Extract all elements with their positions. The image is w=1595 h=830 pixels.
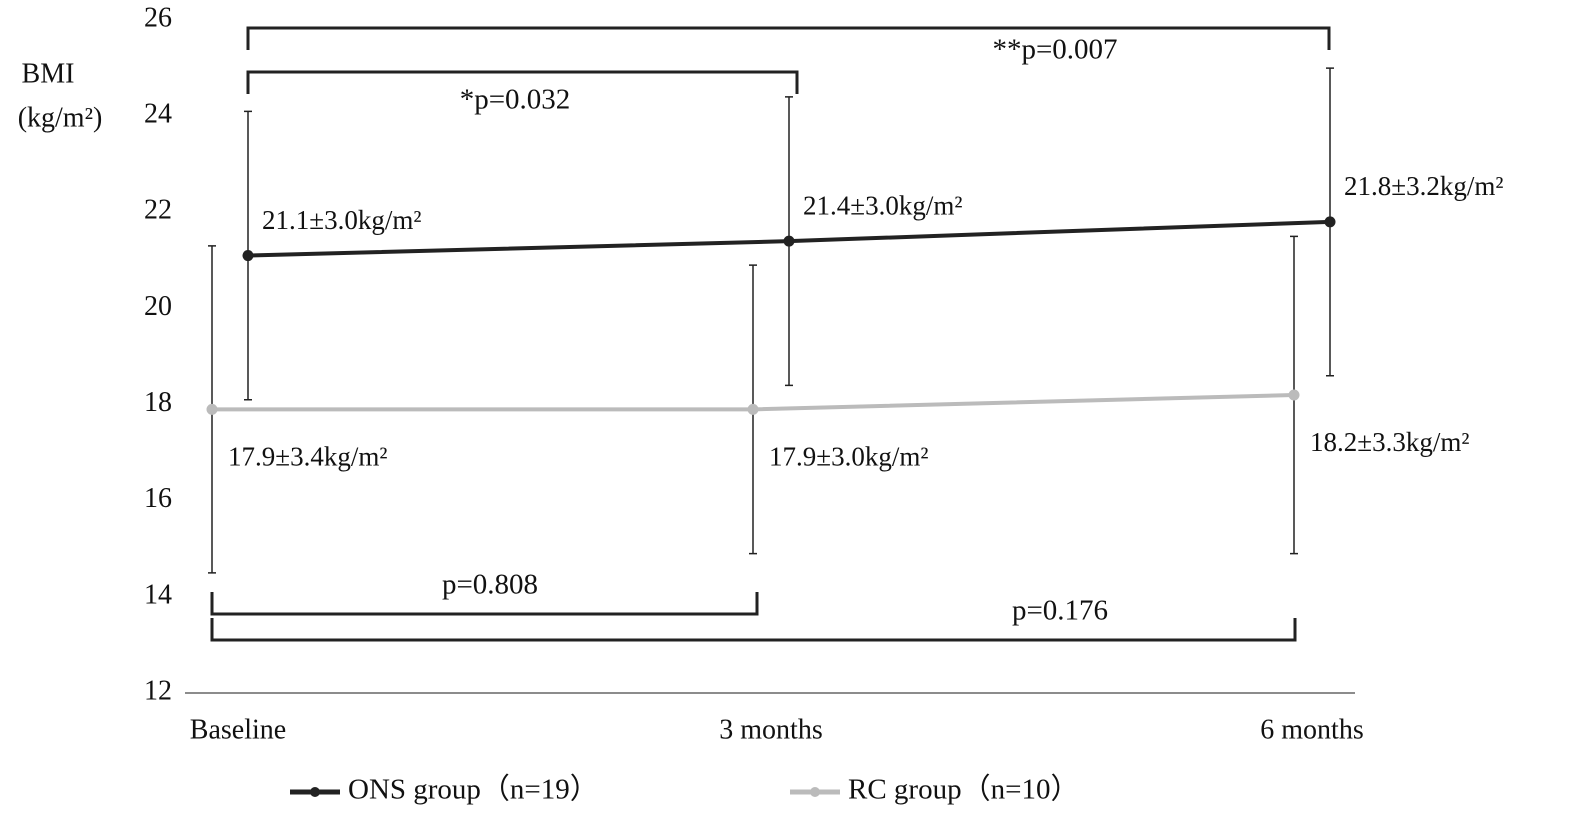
marker (1288, 389, 1300, 401)
annotation: **p=0.007 (992, 34, 1117, 66)
y-axis-label: BMI (22, 58, 75, 89)
x-tick-label: 6 months (1260, 714, 1363, 745)
data-label: 17.9±3.4kg/m² (228, 442, 387, 472)
y-tick-label: 26 (144, 2, 172, 33)
y-tick-label: 24 (144, 99, 172, 130)
y-tick-label: 20 (144, 291, 172, 322)
annotation: p=0.176 (1012, 595, 1108, 627)
y-tick-label: 14 (144, 579, 172, 610)
marker (1324, 216, 1336, 228)
bracket (210, 592, 759, 616)
annotation: p=0.808 (442, 569, 538, 601)
data-label: 21.8±3.2kg/m² (1344, 171, 1503, 201)
data-label: 18.2±3.3kg/m² (1310, 427, 1469, 457)
x-tick-label: Baseline (190, 714, 286, 745)
legend-label: ONS group（n=19） (348, 774, 599, 806)
bracket (246, 26, 1331, 50)
y-tick-label: 16 (144, 483, 172, 514)
marker (206, 403, 218, 415)
y-tick-label: 12 (144, 675, 172, 706)
y-tick-label: 22 (144, 195, 172, 226)
y-tick-label: 18 (144, 387, 172, 418)
bracket (246, 70, 799, 94)
marker (242, 250, 254, 262)
data-label: 21.4±3.0kg/m² (803, 190, 962, 220)
legend-label: RC group（n=10） (848, 774, 1079, 806)
x-tick-label: 3 months (719, 714, 822, 745)
data-label: 17.9±3.0kg/m² (769, 442, 928, 472)
legend-marker (810, 787, 820, 797)
marker (783, 235, 795, 247)
annotation: *p=0.032 (460, 84, 571, 116)
bracket (210, 618, 1297, 642)
legend-marker (310, 787, 320, 797)
marker (747, 403, 759, 415)
y-axis-label: (kg/m²) (18, 102, 103, 133)
data-label: 21.1±3.0kg/m² (262, 205, 421, 235)
